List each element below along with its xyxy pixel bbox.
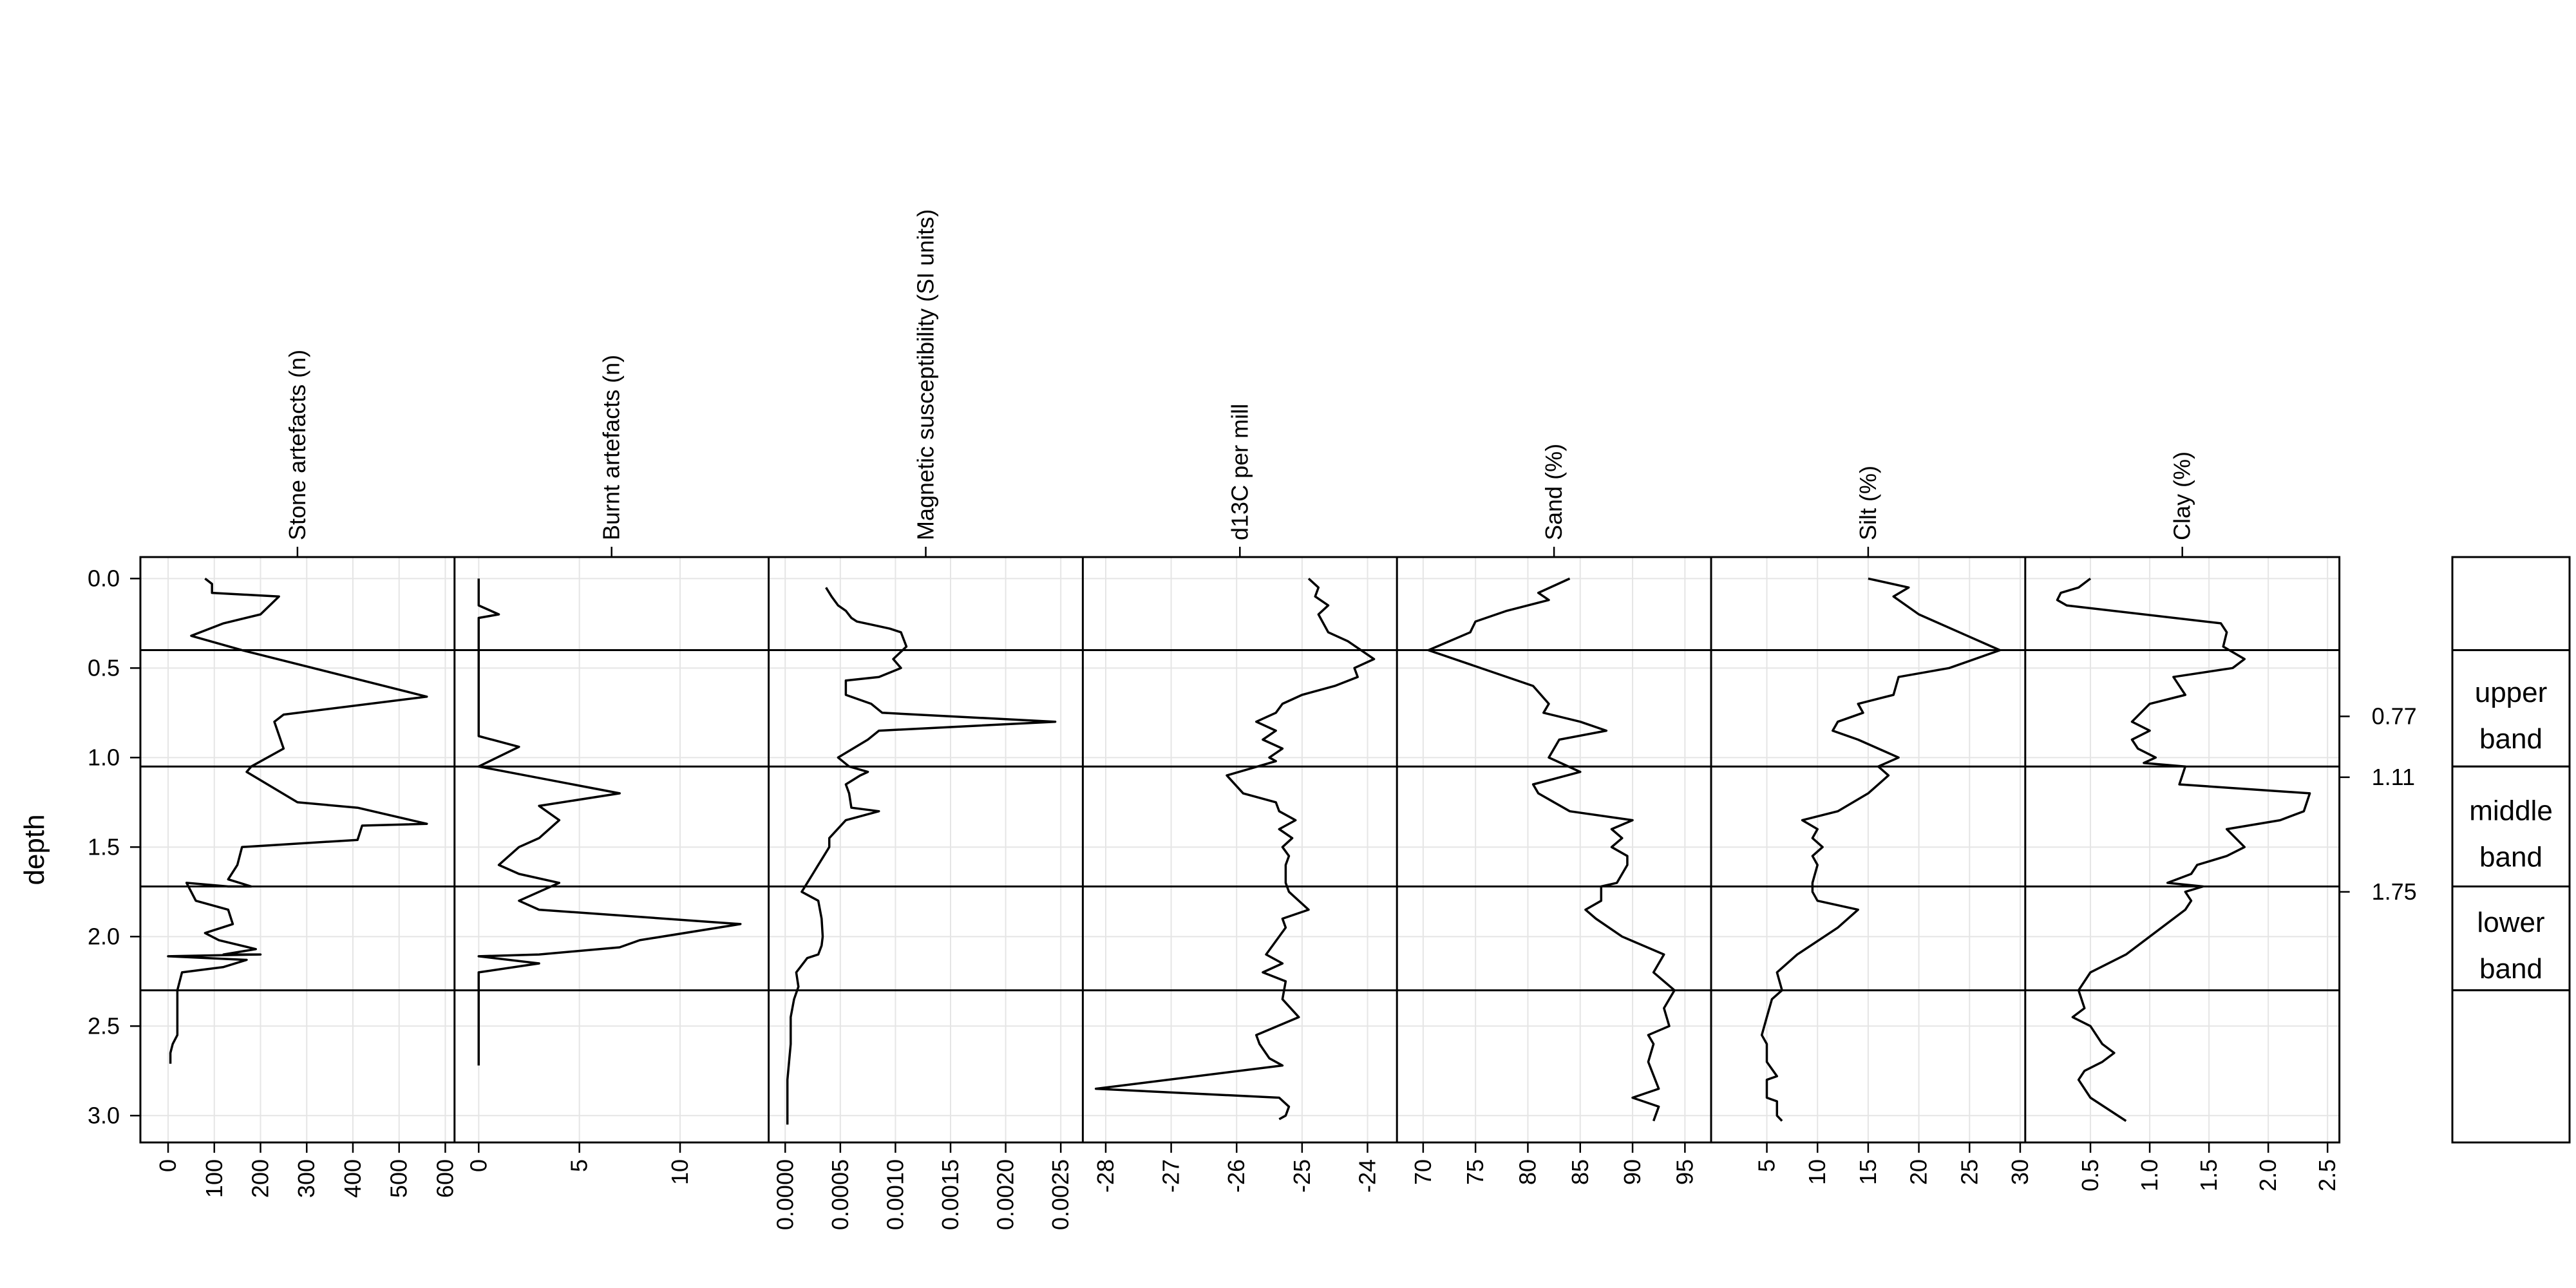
band-box <box>2451 556 2571 652</box>
panel-title: Burnt artefacts (n) <box>598 355 625 540</box>
x-tick-label: 5 <box>1754 1159 1780 1172</box>
x-tick-label: 70 <box>1410 1159 1436 1185</box>
x-tick-label: 300 <box>293 1159 319 1198</box>
panel-title: d13C per mill <box>1226 404 1253 540</box>
frame-layer <box>130 547 2571 1153</box>
x-tick-label: 200 <box>247 1159 274 1198</box>
band-label: middle <box>2469 795 2553 826</box>
x-tick-label: 30 <box>2007 1159 2033 1185</box>
x-tick-label: 0 <box>465 1159 491 1172</box>
x-tick-label: 1.5 <box>2195 1159 2222 1191</box>
x-tick-label: -25 <box>1289 1159 1315 1193</box>
x-tick-label: 0.0000 <box>772 1159 798 1230</box>
x-tick-label: 100 <box>201 1159 227 1198</box>
x-tick-label: 5 <box>566 1159 592 1172</box>
series-line-2 <box>477 578 742 1066</box>
right-tick-label: 1.11 <box>2372 764 2415 790</box>
x-tick-label: 0 <box>155 1159 181 1172</box>
x-tick-label: 0.5 <box>2077 1159 2103 1191</box>
right-tick-label: 0.77 <box>2372 703 2417 729</box>
x-tick-label: 2.5 <box>2314 1159 2340 1191</box>
x-tick-label: -27 <box>1158 1159 1184 1193</box>
x-tick-label: 0.0015 <box>937 1159 963 1230</box>
panel-title: Stone artefacts (n) <box>284 350 310 540</box>
x-tick-label: 2.0 <box>2255 1159 2281 1191</box>
right-tick-label: 1.75 <box>2372 878 2417 905</box>
x-tick-label: 0.0020 <box>992 1159 1019 1230</box>
band-label: band <box>2479 723 2543 755</box>
x-tick-label: 0.0005 <box>827 1159 853 1230</box>
x-tick-label: 20 <box>1906 1159 1932 1185</box>
x-tick-label: 500 <box>386 1159 412 1198</box>
panel-title: Clay (%) <box>2169 451 2195 540</box>
x-tick-label: 15 <box>1855 1159 1881 1185</box>
x-tick-label: 10 <box>1804 1159 1830 1185</box>
x-tick-label: 75 <box>1462 1159 1488 1185</box>
x-tick-label: -28 <box>1092 1159 1119 1193</box>
y-tick-label: 0.0 <box>88 565 120 591</box>
x-tick-label: -24 <box>1354 1159 1380 1193</box>
x-tick-label: 90 <box>1619 1159 1645 1185</box>
band-box <box>2451 885 2571 992</box>
y-tick-label: 1.0 <box>88 744 120 770</box>
band-label: lower <box>2477 907 2544 938</box>
text-layer: Stone artefacts (n)0 100 200 300 400 500 600Bu… <box>19 209 2553 1230</box>
band-label: band <box>2479 953 2543 985</box>
panel-title: Sand (%) <box>1540 444 1567 540</box>
x-tick-label: 1.0 <box>2136 1159 2163 1191</box>
x-tick-label: -26 <box>1223 1159 1249 1193</box>
x-tick-label: 10 <box>667 1159 693 1185</box>
y-tick-label: 2.0 <box>88 923 120 949</box>
x-tick-label: 25 <box>1956 1159 1982 1185</box>
y-tick-label: 3.0 <box>88 1102 120 1128</box>
panels-frame <box>139 556 2341 1144</box>
series-line-5 <box>1427 577 1676 1122</box>
band-box <box>2451 989 2571 1144</box>
series-line-3 <box>786 587 1057 1125</box>
series-line-6 <box>1760 577 2002 1122</box>
x-tick-label: 95 <box>1671 1159 1698 1185</box>
x-tick-label: 0.0025 <box>1047 1159 1074 1230</box>
panel-title: Silt (%) <box>1855 466 1881 540</box>
y-tick-label: 1.5 <box>88 833 120 860</box>
x-tick-label: 400 <box>339 1159 366 1198</box>
data-layer <box>167 577 2311 1125</box>
series-line-4 <box>1094 578 1376 1121</box>
x-tick-label: 600 <box>431 1159 458 1198</box>
band-label: band <box>2479 841 2543 873</box>
y-axis-label: depth <box>19 814 50 885</box>
x-tick-label: 85 <box>1567 1159 1593 1185</box>
panel-title: Magnetic susceptibility (SI units) <box>913 209 939 540</box>
y-tick-label: 0.5 <box>88 654 120 681</box>
x-tick-label: 0.0010 <box>882 1159 908 1230</box>
y-tick-label: 2.5 <box>88 1012 120 1039</box>
series-line-7 <box>2056 578 2311 1122</box>
grid-layer <box>140 557 2340 1142</box>
x-tick-label: 80 <box>1514 1159 1540 1185</box>
band-box <box>2451 765 2571 887</box>
band-label: upper <box>2475 677 2548 708</box>
